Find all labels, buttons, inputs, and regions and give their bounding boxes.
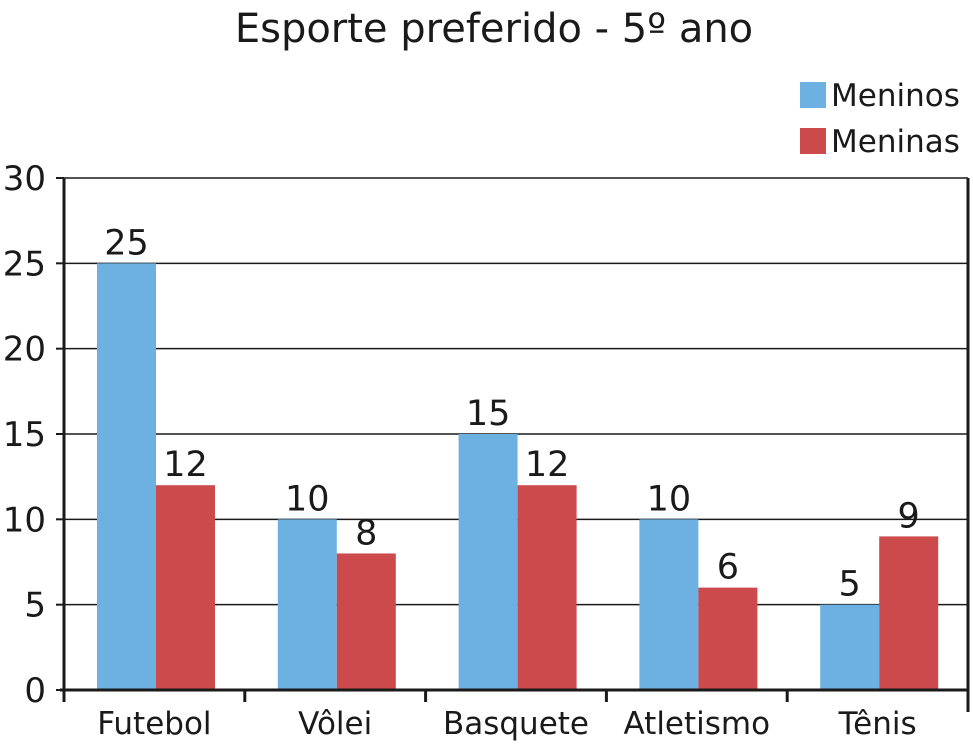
data-label: 9 bbox=[898, 496, 920, 536]
bar-meninos-basquete bbox=[458, 434, 518, 690]
y-tick-label: 25 bbox=[3, 244, 46, 284]
data-label: 5 bbox=[839, 565, 861, 605]
x-tick-label: Basquete bbox=[443, 706, 589, 742]
bar-meninos-atletismo bbox=[639, 519, 699, 690]
x-tick-label: Tênis bbox=[838, 706, 917, 742]
data-label: 25 bbox=[104, 223, 149, 263]
data-label: 12 bbox=[525, 445, 570, 485]
y-tick-label: 10 bbox=[3, 500, 46, 540]
y-tick-label: 20 bbox=[3, 330, 46, 370]
y-axis-ticks: 0 5 10 15 20 25 30 bbox=[3, 159, 64, 711]
y-tick-label: 5 bbox=[24, 586, 46, 626]
x-tick-label: Vôlei bbox=[298, 706, 372, 742]
y-tick-label: 15 bbox=[3, 415, 46, 455]
chart-title: Esporte preferido - 5º ano bbox=[235, 6, 753, 52]
y-tick-label: 0 bbox=[24, 671, 46, 711]
bar-meninos-vôlei bbox=[277, 519, 337, 690]
x-tick-label: Futebol bbox=[97, 706, 211, 742]
bar-meninas-tênis bbox=[879, 536, 939, 690]
bar-meninas-vôlei bbox=[336, 553, 396, 690]
x-tick-label: Atletismo bbox=[624, 706, 771, 742]
legend-label-meninos: Meninos bbox=[831, 78, 960, 114]
bar-meninas-basquete bbox=[517, 485, 577, 690]
legend-swatch-meninos bbox=[800, 82, 826, 108]
y-tick-label: 30 bbox=[3, 159, 46, 199]
data-label: 8 bbox=[355, 513, 377, 553]
legend: Meninos Meninas bbox=[800, 78, 960, 160]
data-label: 6 bbox=[717, 548, 739, 588]
bars bbox=[97, 263, 939, 690]
legend-label-meninas: Meninas bbox=[831, 124, 960, 160]
data-label: 15 bbox=[466, 394, 511, 434]
data-labels: 25 12 10 8 15 12 10 6 59 bbox=[104, 223, 920, 604]
bar-meninos-futebol bbox=[97, 263, 156, 690]
data-label: 10 bbox=[285, 479, 330, 519]
x-axis-ticks: Futebol Vôlei Basquete Atletismo Tênis bbox=[62, 690, 970, 742]
bar-meninas-futebol bbox=[156, 485, 215, 690]
data-label: 10 bbox=[647, 479, 692, 519]
bar-meninos-tênis bbox=[820, 604, 880, 690]
legend-swatch-meninas bbox=[800, 128, 826, 154]
bar-meninas-atletismo bbox=[698, 587, 758, 690]
data-label: 12 bbox=[163, 445, 208, 485]
